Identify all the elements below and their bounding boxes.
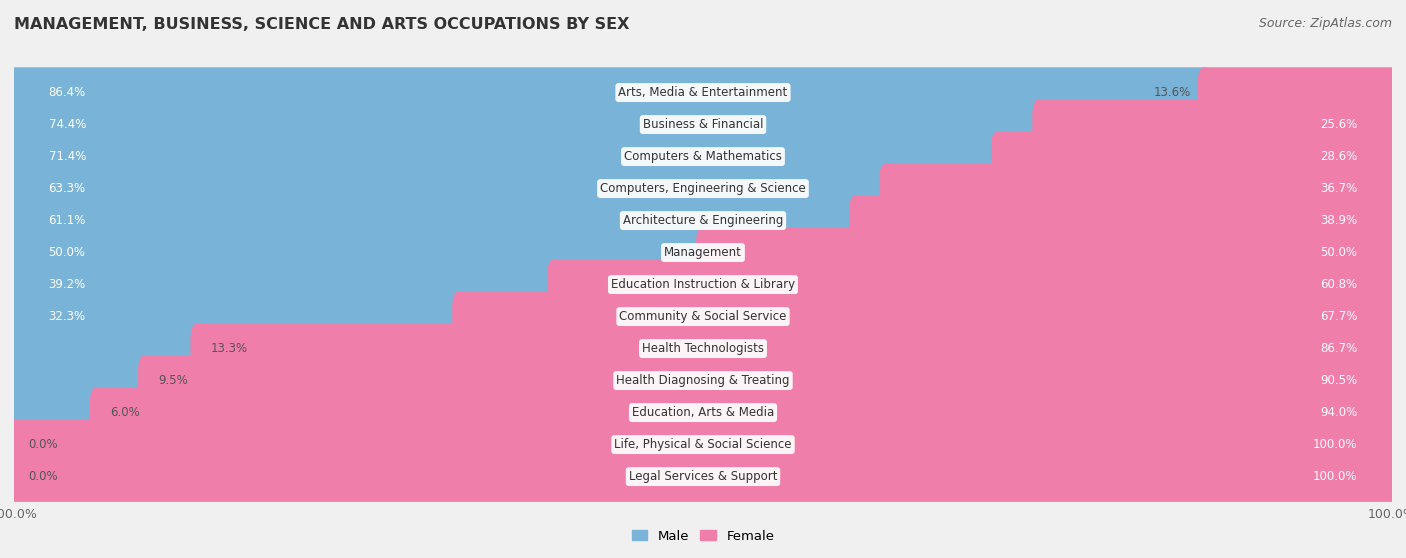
Text: Arts, Media & Entertainment: Arts, Media & Entertainment bbox=[619, 86, 787, 99]
FancyBboxPatch shape bbox=[7, 227, 710, 278]
Text: 60.8%: 60.8% bbox=[1320, 278, 1358, 291]
FancyBboxPatch shape bbox=[14, 172, 1392, 205]
Text: Computers & Mathematics: Computers & Mathematics bbox=[624, 150, 782, 163]
Text: Management: Management bbox=[664, 246, 742, 259]
Text: 100.0%: 100.0% bbox=[1313, 438, 1358, 451]
FancyBboxPatch shape bbox=[7, 99, 1046, 150]
Text: 0.0%: 0.0% bbox=[28, 438, 58, 451]
FancyBboxPatch shape bbox=[14, 237, 1392, 268]
Text: Education, Arts & Media: Education, Arts & Media bbox=[631, 406, 775, 419]
FancyBboxPatch shape bbox=[1032, 99, 1399, 150]
Text: Health Technologists: Health Technologists bbox=[643, 342, 763, 355]
FancyBboxPatch shape bbox=[90, 387, 1399, 438]
FancyBboxPatch shape bbox=[7, 163, 893, 214]
Text: 67.7%: 67.7% bbox=[1320, 310, 1358, 323]
FancyBboxPatch shape bbox=[14, 205, 1392, 237]
Text: 74.4%: 74.4% bbox=[48, 118, 86, 131]
FancyBboxPatch shape bbox=[14, 76, 1392, 109]
Text: 94.0%: 94.0% bbox=[1320, 406, 1358, 419]
FancyBboxPatch shape bbox=[7, 68, 1212, 118]
FancyBboxPatch shape bbox=[14, 333, 1392, 364]
FancyBboxPatch shape bbox=[14, 141, 1392, 172]
FancyBboxPatch shape bbox=[547, 259, 1399, 310]
Text: 50.0%: 50.0% bbox=[1320, 246, 1358, 259]
Text: 9.5%: 9.5% bbox=[159, 374, 188, 387]
Text: Legal Services & Support: Legal Services & Support bbox=[628, 470, 778, 483]
Text: 100.0%: 100.0% bbox=[1313, 470, 1358, 483]
FancyBboxPatch shape bbox=[849, 195, 1399, 246]
FancyBboxPatch shape bbox=[14, 268, 1392, 301]
Text: 39.2%: 39.2% bbox=[48, 278, 86, 291]
Text: Community & Social Service: Community & Social Service bbox=[619, 310, 787, 323]
Text: 71.4%: 71.4% bbox=[48, 150, 86, 163]
Text: 6.0%: 6.0% bbox=[111, 406, 141, 419]
FancyBboxPatch shape bbox=[7, 451, 1399, 502]
Text: 86.4%: 86.4% bbox=[48, 86, 86, 99]
FancyBboxPatch shape bbox=[7, 259, 561, 310]
FancyBboxPatch shape bbox=[138, 355, 1399, 406]
Text: 63.3%: 63.3% bbox=[48, 182, 86, 195]
FancyBboxPatch shape bbox=[14, 460, 1392, 493]
FancyBboxPatch shape bbox=[7, 195, 863, 246]
Text: 36.7%: 36.7% bbox=[1320, 182, 1358, 195]
FancyBboxPatch shape bbox=[879, 163, 1399, 214]
Text: 32.3%: 32.3% bbox=[48, 310, 86, 323]
FancyBboxPatch shape bbox=[14, 109, 1392, 141]
Text: 25.6%: 25.6% bbox=[1320, 118, 1358, 131]
FancyBboxPatch shape bbox=[7, 291, 465, 342]
FancyBboxPatch shape bbox=[14, 397, 1392, 429]
FancyBboxPatch shape bbox=[7, 419, 1399, 470]
FancyBboxPatch shape bbox=[696, 227, 1399, 278]
Text: 13.6%: 13.6% bbox=[1153, 86, 1191, 99]
Text: 50.0%: 50.0% bbox=[48, 246, 86, 259]
Text: MANAGEMENT, BUSINESS, SCIENCE AND ARTS OCCUPATIONS BY SEX: MANAGEMENT, BUSINESS, SCIENCE AND ARTS O… bbox=[14, 17, 630, 32]
FancyBboxPatch shape bbox=[14, 364, 1392, 397]
Text: 61.1%: 61.1% bbox=[48, 214, 86, 227]
FancyBboxPatch shape bbox=[453, 291, 1399, 342]
FancyBboxPatch shape bbox=[14, 301, 1392, 333]
FancyBboxPatch shape bbox=[7, 131, 1005, 182]
Legend: Male, Female: Male, Female bbox=[626, 525, 780, 548]
Text: 38.9%: 38.9% bbox=[1320, 214, 1358, 227]
FancyBboxPatch shape bbox=[14, 429, 1392, 460]
Text: Computers, Engineering & Science: Computers, Engineering & Science bbox=[600, 182, 806, 195]
Text: Architecture & Engineering: Architecture & Engineering bbox=[623, 214, 783, 227]
FancyBboxPatch shape bbox=[7, 387, 104, 438]
Text: Education Instruction & Library: Education Instruction & Library bbox=[612, 278, 794, 291]
Text: 28.6%: 28.6% bbox=[1320, 150, 1358, 163]
Text: Source: ZipAtlas.com: Source: ZipAtlas.com bbox=[1258, 17, 1392, 30]
Text: Health Diagnosing & Treating: Health Diagnosing & Treating bbox=[616, 374, 790, 387]
Text: 90.5%: 90.5% bbox=[1320, 374, 1358, 387]
FancyBboxPatch shape bbox=[7, 323, 204, 374]
Text: 13.3%: 13.3% bbox=[211, 342, 249, 355]
FancyBboxPatch shape bbox=[1198, 68, 1399, 118]
Text: 86.7%: 86.7% bbox=[1320, 342, 1358, 355]
Text: Business & Financial: Business & Financial bbox=[643, 118, 763, 131]
FancyBboxPatch shape bbox=[991, 131, 1399, 182]
Text: 0.0%: 0.0% bbox=[28, 470, 58, 483]
FancyBboxPatch shape bbox=[7, 355, 152, 406]
FancyBboxPatch shape bbox=[190, 323, 1399, 374]
Text: Life, Physical & Social Science: Life, Physical & Social Science bbox=[614, 438, 792, 451]
